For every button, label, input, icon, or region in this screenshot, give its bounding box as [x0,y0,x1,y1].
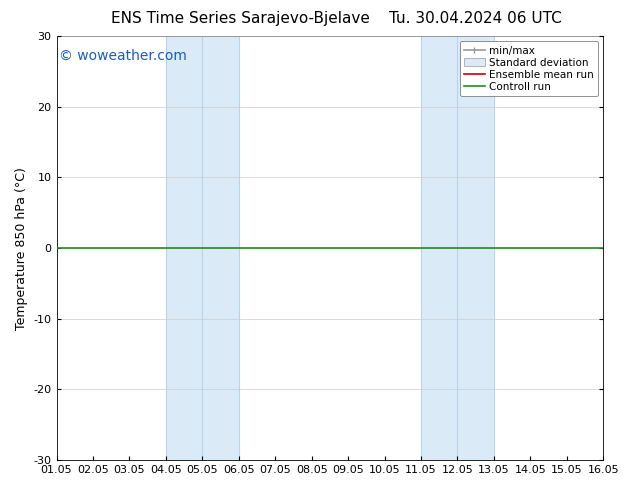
Y-axis label: Temperature 850 hPa (°C): Temperature 850 hPa (°C) [15,167,28,330]
Text: ENS Time Series Sarajevo-Bjelave: ENS Time Series Sarajevo-Bjelave [112,11,370,26]
Bar [421,36,494,460]
Text: © woweather.com: © woweather.com [59,49,187,63]
Text: Tu. 30.04.2024 06 UTC: Tu. 30.04.2024 06 UTC [389,11,562,26]
Bar [166,36,239,460]
Legend: min/max, Standard deviation, Ensemble mean run, Controll run: min/max, Standard deviation, Ensemble me… [460,41,598,96]
